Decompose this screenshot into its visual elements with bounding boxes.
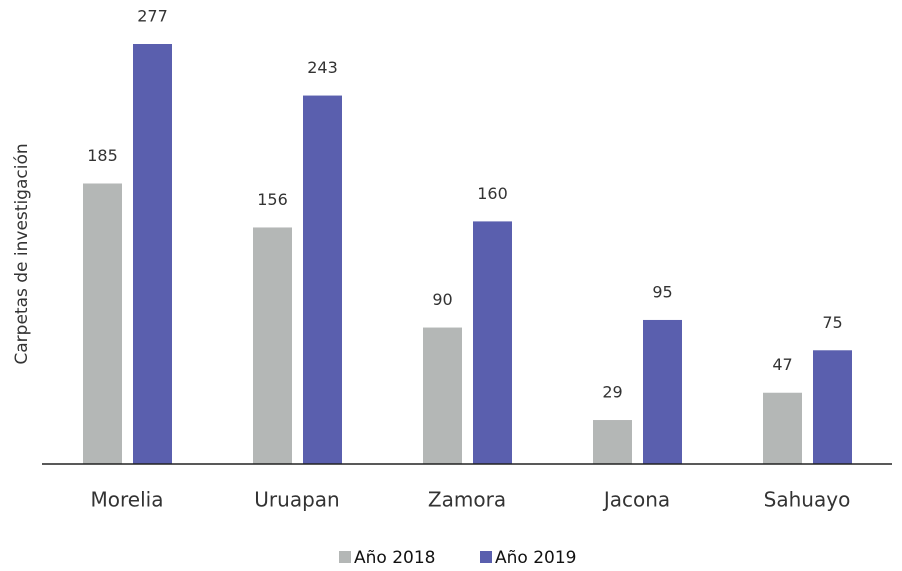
bar [593,420,632,464]
bar [83,183,122,465]
x-tick-label: Sahuayo [764,488,851,512]
bar [303,95,342,465]
bar [253,227,292,464]
bar [423,327,462,464]
bar [133,44,172,464]
value-label: 160 [477,184,508,203]
x-tick-label: Uruapan [254,488,339,512]
value-label: 277 [137,7,168,26]
value-label: 95 [652,282,672,301]
value-label: 47 [772,355,792,374]
bar [813,350,852,464]
legend-label: Año 2018 [354,548,435,568]
x-tick-label: Jacona [602,488,670,512]
value-label: 156 [257,190,288,209]
legend-swatch [480,551,492,563]
y-axis-label: Carpetas de investigación [12,143,32,364]
value-label: 243 [307,58,338,77]
bar [473,221,512,464]
x-tick-label: Morelia [91,488,164,512]
value-label: 185 [87,146,118,165]
value-label: 75 [822,313,842,332]
bar [763,392,802,464]
bar [643,319,682,464]
value-label: 90 [432,290,452,309]
legend-label: Año 2019 [495,548,576,568]
legend-swatch [339,551,351,563]
x-tick-label: Zamora [428,488,506,512]
value-label: 29 [602,383,622,402]
